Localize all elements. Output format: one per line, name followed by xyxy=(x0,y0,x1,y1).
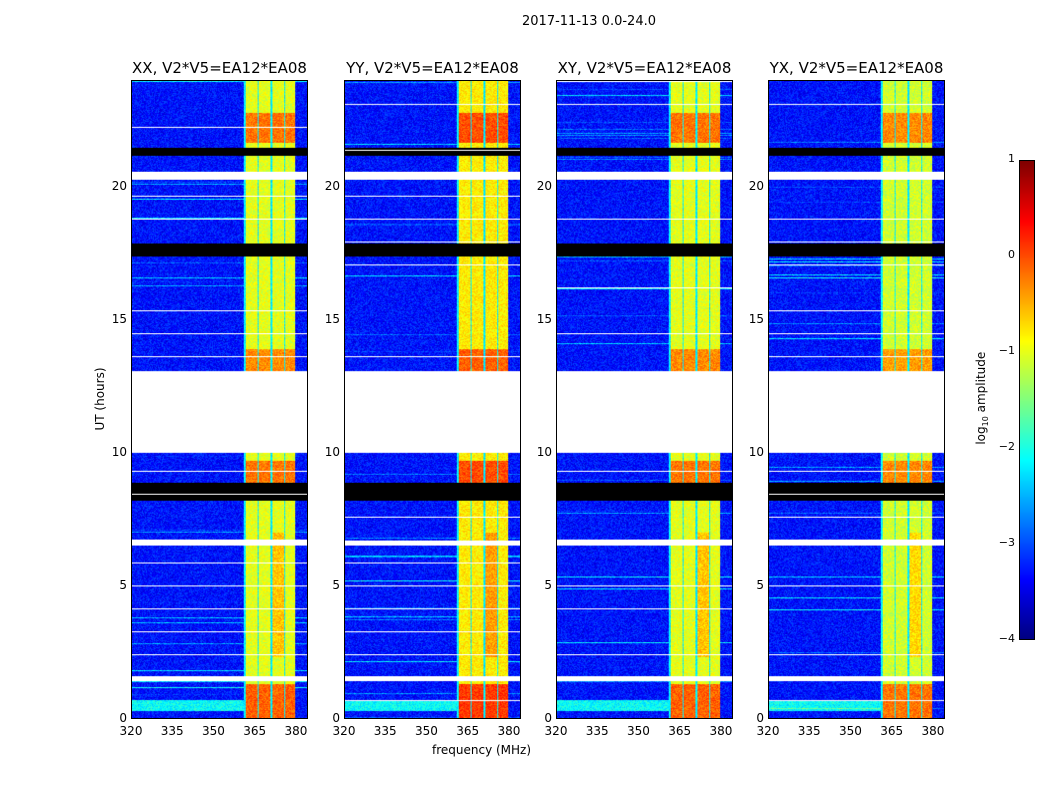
y-tick-label: 10 xyxy=(748,444,764,459)
x-tick-label: 320 xyxy=(544,724,568,738)
colorbar-tick-label: −1 xyxy=(998,344,1015,357)
x-tick-label: 350 xyxy=(839,724,862,738)
y-tick-label: 15 xyxy=(324,311,340,326)
y-tick-label: 5 xyxy=(756,577,764,592)
y-tick-label: 10 xyxy=(111,444,127,459)
colorbar-tick-label: −4 xyxy=(998,632,1015,645)
x-tick-label: 320 xyxy=(332,724,356,738)
panel-title: YX, V2*V5=EA12*EA08 xyxy=(769,59,944,77)
x-tick-label: 335 xyxy=(585,724,609,738)
x-tick-label: 350 xyxy=(202,724,225,738)
heatmap-image xyxy=(132,81,307,718)
y-axis-label: UT (hours) xyxy=(93,367,107,431)
heatmap-panel xyxy=(131,80,308,719)
x-tick-label: 320 xyxy=(119,724,143,738)
figure-title: 2017-11-13 0.0-24.0 xyxy=(522,14,656,29)
y-tick-label: 20 xyxy=(536,178,552,193)
colorbar-tick-label: 1 xyxy=(1008,152,1015,165)
y-tick-label: 10 xyxy=(324,444,340,459)
heatmap-image xyxy=(769,81,944,718)
y-tick-label: 15 xyxy=(111,311,127,326)
x-tick-label: 365 xyxy=(243,724,267,738)
x-tick-label: 350 xyxy=(415,724,438,738)
x-tick-label: 380 xyxy=(921,724,945,738)
x-tick-label: 335 xyxy=(373,724,397,738)
y-tick-label: 5 xyxy=(119,577,127,592)
x-tick-label: 365 xyxy=(880,724,904,738)
heatmap-panel xyxy=(768,80,945,719)
y-tick-label: 0 xyxy=(119,711,127,725)
x-tick-label: 335 xyxy=(797,724,821,738)
y-tick-label: 20 xyxy=(324,178,340,193)
panel-title: XY, V2*V5=EA12*EA08 xyxy=(557,59,732,77)
x-tick-label: 380 xyxy=(497,724,521,738)
panel-title: YY, V2*V5=EA12*EA08 xyxy=(346,59,519,77)
y-tick-label: 15 xyxy=(748,311,764,326)
x-tick-label: 365 xyxy=(456,724,480,738)
x-tick-label: 380 xyxy=(709,724,733,738)
colorbar-tick-label: 0 xyxy=(1008,248,1015,261)
heatmap-panel xyxy=(556,80,733,719)
y-tick-label: 15 xyxy=(536,311,552,326)
x-tick-label: 335 xyxy=(160,724,184,738)
x-tick-label: 350 xyxy=(627,724,650,738)
y-tick-label: 0 xyxy=(756,711,764,725)
y-tick-label: 10 xyxy=(536,444,552,459)
y-tick-label: 5 xyxy=(332,577,340,592)
colorbar-tick-label: −2 xyxy=(998,440,1015,453)
heatmap-image xyxy=(345,81,520,718)
x-tick-label: 320 xyxy=(756,724,780,738)
x-axis-label: frequency (MHz) xyxy=(432,743,532,757)
y-tick-label: 5 xyxy=(544,577,552,592)
y-tick-label: 20 xyxy=(748,178,764,193)
panel-title: XX, V2*V5=EA12*EA08 xyxy=(132,59,307,77)
y-tick-label: 20 xyxy=(111,178,127,193)
colorbar-tick-label: −3 xyxy=(998,536,1015,549)
y-tick-label: 0 xyxy=(332,711,340,725)
x-tick-label: 365 xyxy=(668,724,692,738)
y-tick-label: 0 xyxy=(544,711,552,725)
x-tick-label: 380 xyxy=(284,724,308,738)
heatmap-panel xyxy=(344,80,521,719)
heatmap-image xyxy=(557,81,732,718)
colorbar xyxy=(1019,160,1035,640)
